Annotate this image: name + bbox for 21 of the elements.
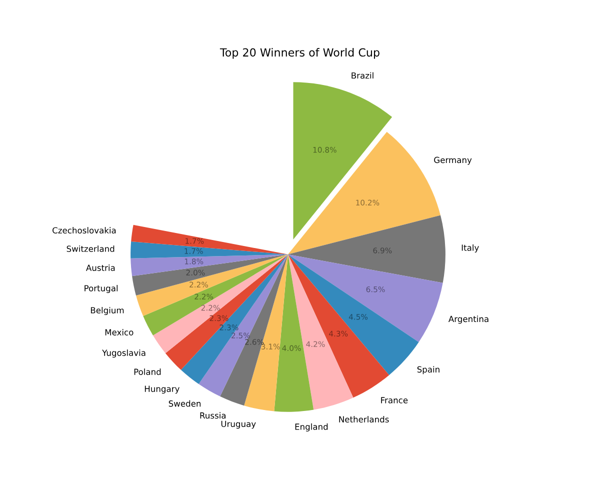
slice-label: Yugoslavia [102, 350, 146, 358]
slice-label: Argentina [448, 316, 488, 324]
slice-label: Russia [200, 412, 226, 419]
slice-label: England [295, 423, 328, 432]
slice-label: Spain [417, 366, 440, 374]
slice-label: Brazil [352, 72, 374, 79]
slice-label: Czechoslovakia [52, 227, 116, 234]
slice-label: Germany [434, 156, 472, 165]
slice-label: Sweden [168, 400, 201, 407]
slice-label: Belgium [90, 306, 124, 316]
chart-title: Top 20 Winners of World Cup [220, 48, 380, 59]
slice-label: Portugal [84, 284, 118, 294]
slice-label: Mexico [105, 328, 134, 336]
slice-label: Italy [462, 244, 479, 252]
slice-label: Uruguay [221, 420, 256, 429]
slice-label: Netherlands [339, 416, 389, 423]
slice-label: Austria [86, 264, 115, 271]
slice-label: Switzerland [66, 245, 114, 252]
slice-label: Hungary [144, 386, 180, 394]
slice-label: France [381, 397, 408, 404]
slice-label: Poland [134, 368, 161, 375]
